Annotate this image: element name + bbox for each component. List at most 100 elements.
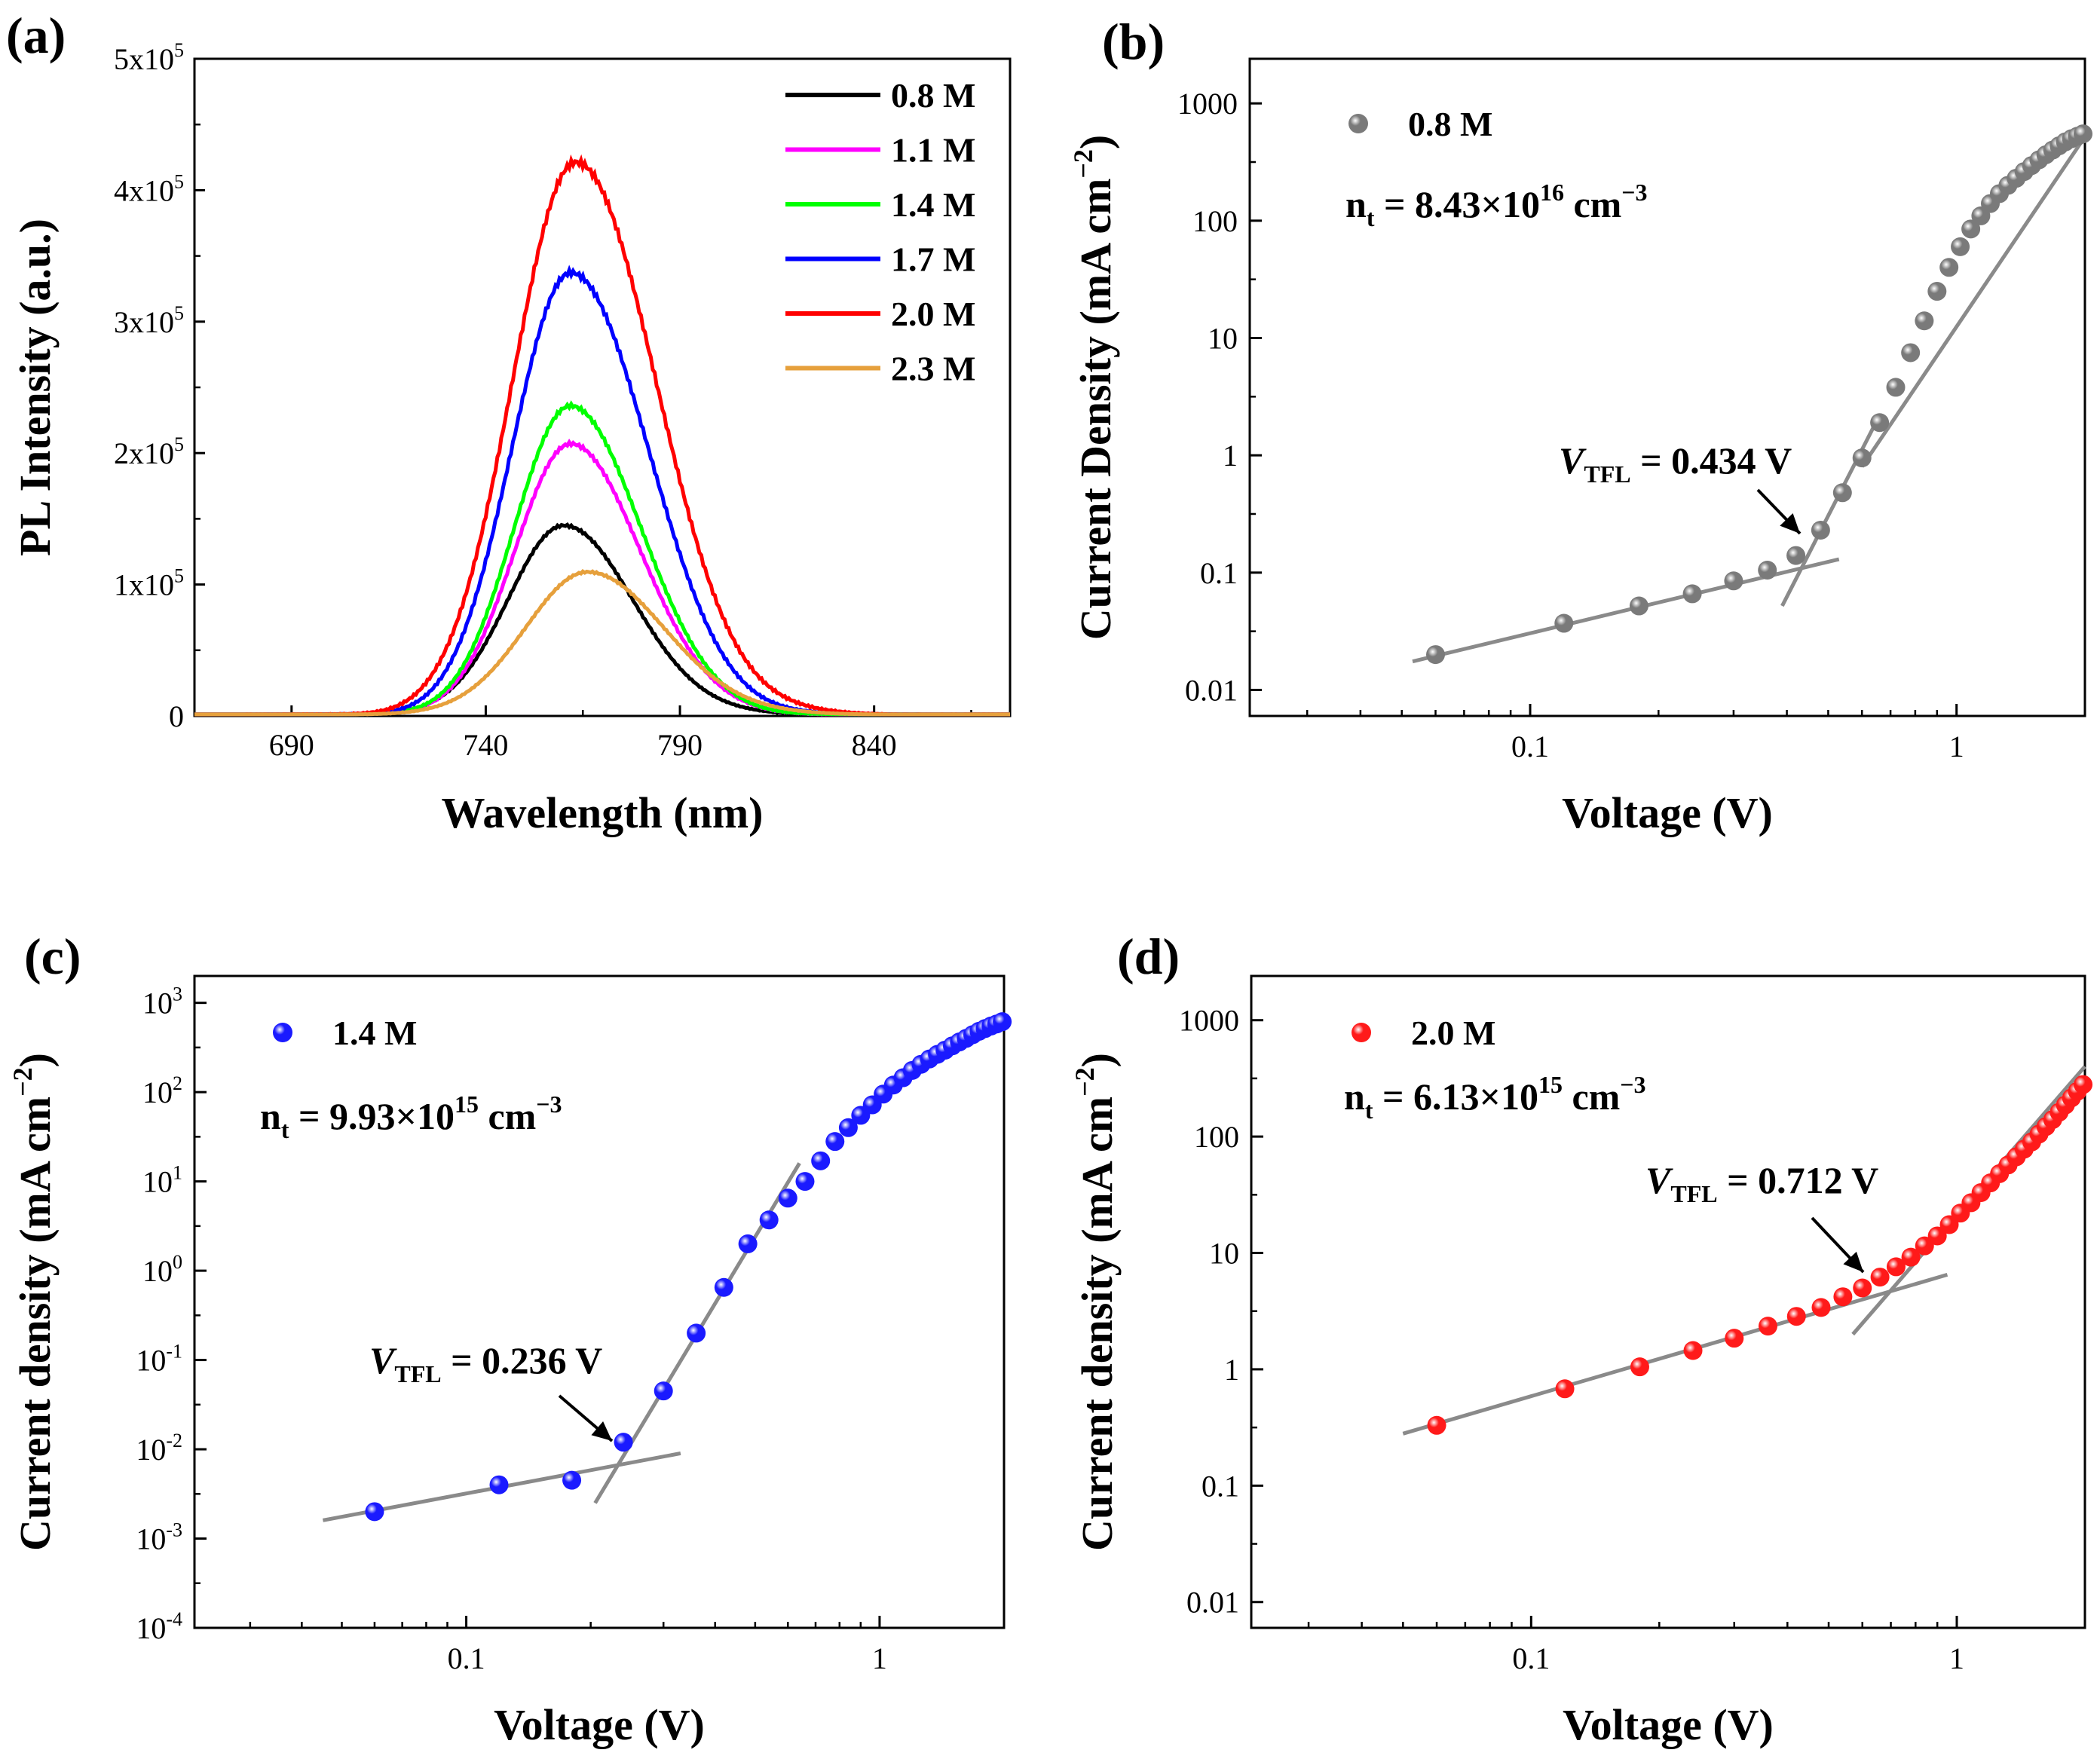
vtfl-label: VTFL = 0.434 V bbox=[1559, 439, 1792, 488]
data-point bbox=[1927, 282, 1947, 301]
legend-marker bbox=[273, 1023, 292, 1042]
x-tick-label: 1 bbox=[872, 1641, 887, 1675]
vtfl-label: VTFL = 0.712 V bbox=[1645, 1159, 1878, 1207]
data-point bbox=[1786, 546, 1806, 565]
data-point bbox=[1630, 1357, 1649, 1377]
y-tick-label: 10-2 bbox=[136, 1430, 182, 1467]
series-line-1_1M bbox=[194, 439, 1010, 717]
data-point bbox=[838, 1118, 858, 1137]
data-point bbox=[1927, 1226, 1947, 1246]
fit-line bbox=[1780, 414, 1881, 607]
y-tick-label: 0.1 bbox=[1200, 556, 1238, 590]
legend-label: 0.8 M bbox=[1408, 105, 1492, 143]
data-point bbox=[614, 1433, 633, 1452]
y-tick-label: 1000 bbox=[1177, 87, 1238, 121]
data-point bbox=[1939, 258, 1959, 277]
x-tick-label: 840 bbox=[852, 728, 897, 762]
data-point bbox=[1833, 1287, 1853, 1307]
y-tick-label: 0.01 bbox=[1186, 1586, 1239, 1620]
data-point bbox=[1886, 1257, 1906, 1277]
plot-frame bbox=[193, 57, 1012, 717]
legend-label: 0.8 M bbox=[891, 76, 975, 115]
data-point bbox=[1961, 219, 1981, 239]
y-axis-title: PL Intensity (a.u.) bbox=[11, 219, 60, 556]
data-point bbox=[1629, 596, 1648, 616]
trap-density-label: nt = 8.43×1016 cm−3 bbox=[1345, 179, 1648, 231]
y-tick-label: 1000 bbox=[1179, 1004, 1239, 1038]
data-point bbox=[1901, 1247, 1921, 1267]
data-point bbox=[1427, 1415, 1446, 1435]
legend-label: 2.0 M bbox=[891, 295, 975, 333]
data-point bbox=[1852, 448, 1872, 468]
data-point bbox=[2074, 1075, 2093, 1094]
plot-frame bbox=[1248, 57, 2086, 717]
data-point bbox=[1870, 413, 1890, 433]
legend-label: 1.1 M bbox=[891, 131, 975, 170]
legend-marker bbox=[1348, 114, 1368, 133]
data-point bbox=[1786, 1307, 1806, 1326]
panel-d-jv-2.0M: 0.1 1 0.01 0.1 1 10 100 1000 2.0 M nt = 6.13×1015… bbox=[1070, 928, 2093, 1749]
data-point bbox=[1682, 584, 1702, 604]
data-point bbox=[1811, 1298, 1831, 1317]
data-point bbox=[1758, 1317, 1777, 1336]
x-axis-title: Wavelength (nm) bbox=[442, 788, 764, 837]
plot-frame bbox=[193, 974, 1006, 1629]
legend-label: 1.4 M bbox=[891, 185, 975, 224]
fit-line bbox=[1402, 1273, 1948, 1436]
x-tick-label: 740 bbox=[463, 728, 508, 762]
data-point bbox=[1853, 1278, 1872, 1298]
y-tick-label: 0.01 bbox=[1185, 673, 1238, 707]
y-axis-title: Current Density (mA cm−2) bbox=[1068, 135, 1120, 641]
y-tick-label: 1 bbox=[1223, 439, 1238, 473]
panel-label: (a) bbox=[6, 7, 66, 64]
y-tick-label: 10-1 bbox=[136, 1341, 182, 1378]
x-axis-title: Voltage (V) bbox=[1562, 788, 1773, 837]
x-tick-label: 1 bbox=[1949, 1641, 1964, 1675]
vtfl-label: VTFL = 0.236 V bbox=[369, 1339, 602, 1387]
panel-label: (d) bbox=[1117, 928, 1180, 985]
y-tick-label: 100 bbox=[142, 1251, 182, 1288]
data-point bbox=[2074, 124, 2093, 144]
y-tick-label: 5x105 bbox=[114, 39, 184, 76]
data-point bbox=[1811, 521, 1830, 540]
data-point bbox=[1951, 237, 1970, 256]
series-line-1_4M bbox=[194, 400, 1010, 717]
data-point bbox=[1683, 1341, 1703, 1360]
series-line-0_8M bbox=[194, 522, 1010, 717]
data-point bbox=[1758, 561, 1777, 580]
data-point bbox=[1724, 571, 1743, 591]
x-tick-label: 790 bbox=[657, 728, 703, 762]
data-point bbox=[1725, 1329, 1744, 1348]
data-point bbox=[738, 1234, 758, 1253]
y-tick-label: 2x105 bbox=[114, 433, 184, 470]
legend-label: 1.4 M bbox=[332, 1014, 417, 1052]
panel-a-pl-spectra: 690 740 790 840 0 1x105 2x105 3x105 4x105 5x105 0.… bbox=[6, 7, 1012, 837]
y-tick-label: 10-3 bbox=[136, 1519, 182, 1556]
x-axis-title: Voltage (V) bbox=[494, 1700, 705, 1749]
y-tick-label: 101 bbox=[142, 1162, 182, 1199]
vtfl-arrowhead bbox=[591, 1421, 612, 1441]
data-point bbox=[1915, 1236, 1934, 1256]
plot-frame bbox=[1250, 974, 2086, 1629]
y-tick-label: 102 bbox=[142, 1072, 182, 1109]
y-tick-label: 0.1 bbox=[1202, 1469, 1239, 1503]
data-point bbox=[687, 1323, 706, 1343]
x-tick-label: 1 bbox=[1949, 730, 1964, 763]
data-point bbox=[1886, 378, 1906, 397]
y-tick-label: 1 bbox=[1224, 1353, 1239, 1387]
x-tick-label: 0.1 bbox=[448, 1641, 485, 1675]
trap-density-label: nt = 6.13×1015 cm−3 bbox=[1344, 1071, 1646, 1124]
data-point bbox=[811, 1151, 831, 1170]
y-tick-label: 103 bbox=[142, 983, 182, 1020]
data-point bbox=[562, 1470, 582, 1490]
data-point bbox=[778, 1188, 797, 1208]
x-tick-label: 0.1 bbox=[1512, 1641, 1550, 1675]
legend-label: 1.7 M bbox=[891, 240, 975, 279]
data-point bbox=[759, 1210, 779, 1230]
panel-c-jv-1.4M: 0.1 1 10-4 10-3 10-2 10-1 100 101 102 103 1.4 M nt … bbox=[8, 928, 1012, 1749]
y-tick-label: 10-4 bbox=[136, 1608, 182, 1645]
x-tick-label: 690 bbox=[269, 728, 314, 762]
y-tick-label: 100 bbox=[1192, 204, 1238, 238]
legend-marker bbox=[1352, 1023, 1371, 1042]
vtfl-arrowhead bbox=[1843, 1251, 1863, 1272]
